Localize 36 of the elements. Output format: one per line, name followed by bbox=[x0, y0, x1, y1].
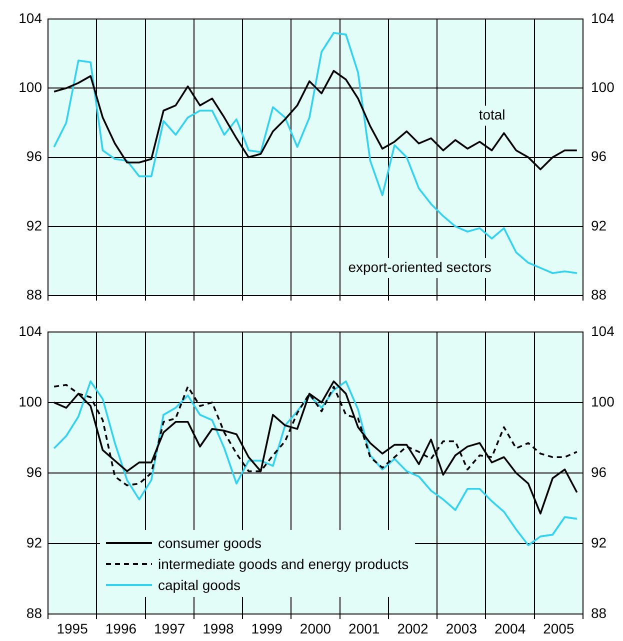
y2-tick-label: 88 bbox=[591, 604, 607, 621]
x-tick-label: 2004 bbox=[494, 620, 526, 636]
y2-tick-label: 100 bbox=[591, 79, 615, 96]
x-tick-label: 2001 bbox=[348, 620, 380, 636]
legend-label: capital goods bbox=[158, 576, 241, 592]
x-tick-label: 2000 bbox=[300, 620, 332, 636]
y2-tick-label: 100 bbox=[591, 393, 615, 410]
y2-tick-label: 92 bbox=[591, 217, 607, 234]
y-tick-label: 88 bbox=[26, 604, 42, 621]
y2-tick-label: 96 bbox=[591, 148, 607, 164]
legend-label: consumer goods bbox=[158, 534, 262, 550]
series-label: export-oriented sectors bbox=[348, 258, 492, 275]
y2-tick-label: 88 bbox=[591, 286, 607, 302]
y-tick-label: 96 bbox=[26, 464, 42, 480]
x-tick-label: 2005 bbox=[543, 620, 574, 636]
x-tick-label: 1999 bbox=[251, 620, 283, 636]
y2-tick-label: 96 bbox=[591, 464, 607, 480]
x-tick-label: 2003 bbox=[446, 620, 478, 636]
x-tick-label: 1996 bbox=[105, 620, 137, 636]
x-tick-label: 1995 bbox=[56, 620, 88, 636]
x-tick-label: 1997 bbox=[154, 620, 186, 636]
y-tick-label: 100 bbox=[18, 393, 42, 410]
x-tick-label: 1998 bbox=[202, 620, 234, 636]
legend-label: intermediate goods and energy products bbox=[158, 556, 409, 572]
x-tick-label: 2002 bbox=[397, 620, 429, 636]
y-tick-label: 100 bbox=[18, 79, 42, 96]
y-tick-label: 92 bbox=[26, 534, 42, 550]
y-tick-label: 104 bbox=[18, 10, 42, 26]
y-tick-label: 88 bbox=[26, 286, 42, 302]
y-tick-label: 104 bbox=[18, 322, 42, 339]
y2-tick-label: 104 bbox=[591, 10, 615, 26]
y2-tick-label: 104 bbox=[591, 322, 615, 339]
y2-tick-label: 92 bbox=[591, 534, 607, 550]
y-tick-label: 92 bbox=[26, 217, 42, 234]
y-tick-label: 96 bbox=[26, 148, 42, 164]
series-label: total bbox=[478, 106, 506, 123]
